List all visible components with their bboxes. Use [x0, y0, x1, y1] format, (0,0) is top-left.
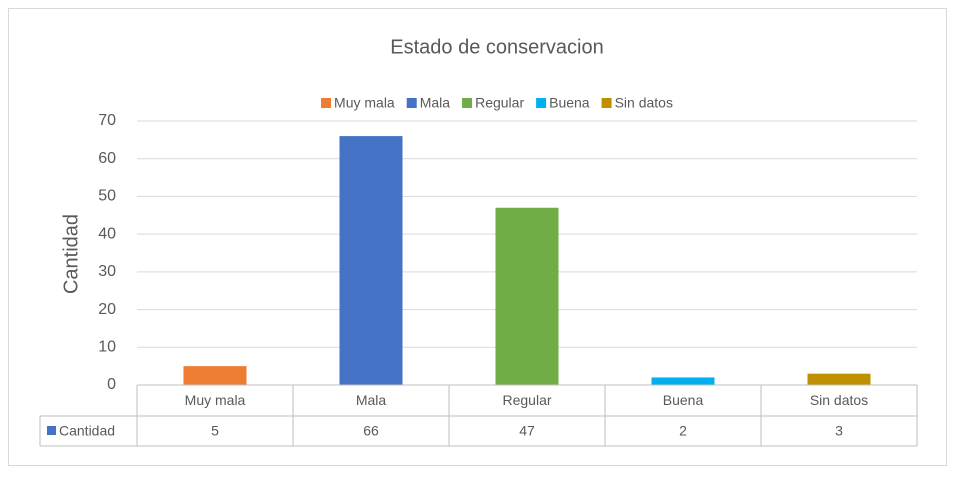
y-tick-label: 40: [98, 225, 116, 242]
y-axis-label: Cantidad: [60, 214, 82, 294]
legend-label: Mala: [420, 95, 451, 111]
chart-title: Estado de conservacion: [390, 36, 603, 58]
y-tick-label: 20: [98, 301, 116, 318]
table-value: 5: [211, 423, 219, 439]
chart-border: [8, 8, 947, 466]
table-legend-key: [47, 426, 56, 435]
table-value: 3: [835, 423, 843, 439]
bar: [339, 136, 403, 385]
legend-label: Buena: [549, 95, 590, 111]
legend-key: [536, 98, 547, 108]
y-tick-label: 10: [98, 339, 116, 356]
legend-key: [321, 98, 332, 108]
bar: [651, 377, 715, 385]
x-tick-label: Regular: [502, 392, 551, 408]
y-tick-label: 50: [98, 188, 116, 205]
table-value: 2: [679, 423, 687, 439]
y-tick-label: 30: [98, 263, 116, 280]
bar: [807, 373, 871, 385]
table-series-name: Cantidad: [59, 423, 115, 439]
bar: [183, 366, 247, 385]
legend-label: Regular: [475, 95, 524, 111]
x-tick-label: Mala: [356, 392, 387, 408]
legend-key: [462, 98, 473, 108]
y-tick-label: 70: [98, 112, 116, 129]
y-tick-label: 60: [98, 150, 116, 167]
legend-label: Sin datos: [615, 95, 673, 111]
x-tick-label: Muy mala: [185, 392, 246, 408]
x-tick-label: Sin datos: [810, 392, 868, 408]
bar: [495, 207, 559, 385]
legend-key: [601, 98, 612, 108]
legend-key: [406, 98, 417, 108]
table-value: 66: [363, 423, 379, 439]
table-value: 47: [519, 423, 535, 439]
legend-label: Muy mala: [334, 95, 395, 111]
y-tick-label: 0: [107, 376, 116, 393]
x-tick-label: Buena: [663, 392, 704, 408]
